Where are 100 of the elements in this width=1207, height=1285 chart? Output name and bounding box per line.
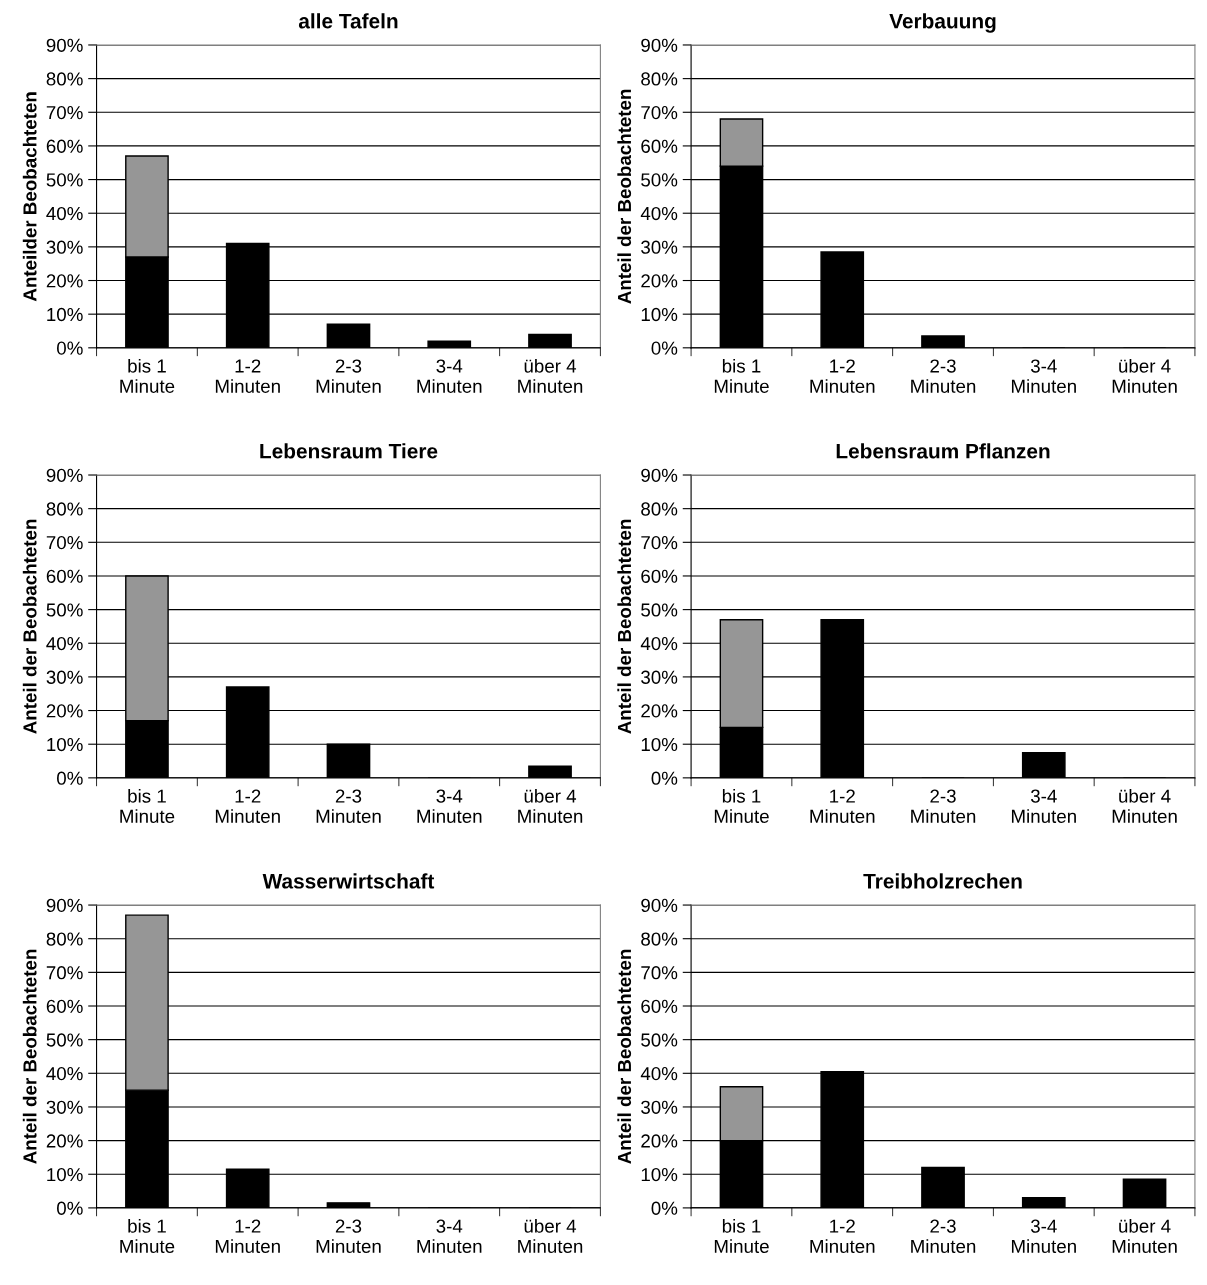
x-tick-label: 1-2 Minuten — [810, 1219, 875, 1253]
y-tick-label: 80% — [641, 932, 678, 946]
x-tick-label: über 4 Minuten — [518, 1219, 583, 1253]
chart-title: Wasserwirtschaft — [262, 873, 435, 889]
x-tick-label: 1-2 Minuten — [215, 359, 280, 393]
y-tick-label: 0% — [57, 341, 83, 355]
x-tick-label: 3-4 Minuten — [1011, 359, 1076, 393]
x-tick-label: 2-3 Minuten — [911, 359, 976, 393]
y-tick-label: 30% — [46, 670, 83, 684]
y-tick-label: 70% — [46, 536, 83, 550]
x-tick-label: 2-3 Minuten — [316, 789, 381, 823]
x-tick-label: bis 1 Minute — [714, 788, 769, 823]
y-tick-label: 60% — [46, 569, 83, 583]
y-tick-label: 0% — [651, 1201, 678, 1215]
y-tick-label: 20% — [641, 274, 678, 288]
x-tick-label: über 4 Minuten — [518, 358, 583, 393]
y-axis-title: Anteil der Beobachteten — [22, 949, 37, 1164]
y-axis-title: Anteil der Beobachteten — [617, 89, 632, 304]
y-tick-label: 10% — [47, 307, 83, 322]
chart-title: Lebensraum Pflanzen — [836, 443, 1050, 459]
y-tick-label: 0% — [57, 1201, 83, 1215]
y-tick-label: 10% — [47, 1167, 83, 1182]
y-tick-label: 60% — [641, 569, 678, 583]
chart-title: Lebensraum Tiere — [260, 443, 438, 459]
y-tick-label: 40% — [640, 636, 678, 651]
x-tick-label: über 4 Minuten — [1112, 788, 1177, 823]
y-tick-label: 70% — [46, 105, 83, 120]
x-tick-label: 2-3 Minuten — [316, 1219, 381, 1253]
x-tick-label: über 4 Minuten — [1112, 1219, 1177, 1253]
y-tick-label: 50% — [46, 173, 83, 187]
y-tick-label: 60% — [46, 139, 83, 153]
y-tick-label: 30% — [641, 240, 678, 254]
y-axis-title: Anteil der Beobachteten — [617, 519, 632, 734]
x-tick-label: 3-4 Minuten — [1011, 1219, 1076, 1253]
x-tick-label: 1-2 Minuten — [215, 1219, 280, 1253]
y-tick-label: 90% — [641, 38, 678, 52]
y-tick-label: 60% — [641, 999, 678, 1013]
x-tick-label: 2-3 Minuten — [316, 359, 381, 393]
y-tick-label: 50% — [641, 173, 678, 187]
y-tick-label: 70% — [641, 105, 678, 120]
x-tick-label: 1-2 Minuten — [810, 359, 875, 393]
x-tick-label: 3-4 Minuten — [417, 359, 482, 393]
y-tick-label: 90% — [46, 468, 83, 482]
y-tick-label: 40% — [640, 206, 678, 221]
y-tick-label: 90% — [641, 898, 678, 913]
y-tick-label: 80% — [46, 932, 83, 946]
y-tick-label: 20% — [641, 704, 678, 718]
y-tick-label: 90% — [641, 468, 678, 482]
x-tick-label: bis 1 Minute — [120, 358, 175, 393]
y-tick-label: 20% — [46, 1134, 83, 1148]
x-tick-label: 1-2 Minuten — [810, 789, 875, 823]
y-tick-label: 0% — [651, 771, 678, 785]
y-tick-label: 0% — [651, 341, 678, 355]
y-tick-label: 60% — [641, 139, 678, 153]
chart-title: Verbauung — [889, 13, 996, 33]
y-tick-label: 70% — [46, 966, 83, 980]
y-tick-label: 20% — [46, 274, 83, 288]
y-axis-title: Anteilder Beobachteten — [22, 92, 37, 302]
x-tick-label: 3-4 Minuten — [417, 789, 482, 823]
x-tick-label: 2-3 Minuten — [911, 789, 976, 823]
y-tick-label: 50% — [641, 1033, 678, 1047]
y-axis-title: Anteil der Beobachteten — [22, 519, 37, 734]
y-tick-label: 10% — [47, 737, 83, 752]
y-tick-label: 40% — [640, 1067, 678, 1081]
y-tick-label: 20% — [46, 704, 83, 718]
y-tick-label: 50% — [641, 603, 678, 617]
chart-title: Treibholzrechen — [863, 873, 1022, 889]
y-tick-label: 30% — [641, 670, 678, 684]
y-tick-label: 70% — [641, 536, 678, 550]
y-tick-label: 10% — [641, 307, 678, 322]
x-tick-label: bis 1 Minute — [714, 358, 769, 393]
x-tick-label: über 4 Minuten — [1112, 358, 1177, 393]
x-tick-label: 3-4 Minuten — [417, 1219, 482, 1253]
y-tick-label: 90% — [46, 898, 83, 913]
x-tick-label: 1-2 Minuten — [215, 789, 280, 823]
x-tick-label: bis 1 Minute — [714, 1219, 769, 1253]
y-tick-label: 40% — [46, 206, 83, 221]
y-tick-label: 80% — [46, 502, 83, 516]
y-tick-label: 30% — [46, 240, 83, 254]
y-tick-label: 70% — [641, 966, 678, 980]
y-tick-label: 0% — [57, 771, 83, 785]
chart-title: alle Tafeln — [298, 13, 398, 29]
y-tick-label: 20% — [641, 1134, 678, 1148]
x-tick-label: bis 1 Minute — [120, 788, 175, 823]
y-tick-label: 80% — [641, 502, 678, 516]
x-tick-label: über 4 Minuten — [518, 788, 583, 823]
y-tick-label: 40% — [46, 1067, 83, 1081]
y-tick-label: 30% — [641, 1100, 678, 1114]
y-tick-label: 80% — [46, 72, 83, 86]
y-tick-label: 40% — [46, 636, 83, 651]
y-tick-label: 10% — [641, 737, 678, 752]
y-tick-label: 60% — [46, 999, 83, 1013]
y-tick-label: 10% — [641, 1167, 678, 1182]
y-axis-title: Anteil der Beobachteten — [617, 949, 632, 1164]
x-tick-label: bis 1 Minute — [120, 1219, 175, 1253]
y-tick-label: 30% — [46, 1100, 83, 1114]
x-tick-label: 3-4 Minuten — [1011, 789, 1076, 823]
y-tick-label: 90% — [46, 38, 83, 52]
y-tick-label: 50% — [46, 603, 83, 617]
y-tick-label: 50% — [46, 1033, 83, 1047]
